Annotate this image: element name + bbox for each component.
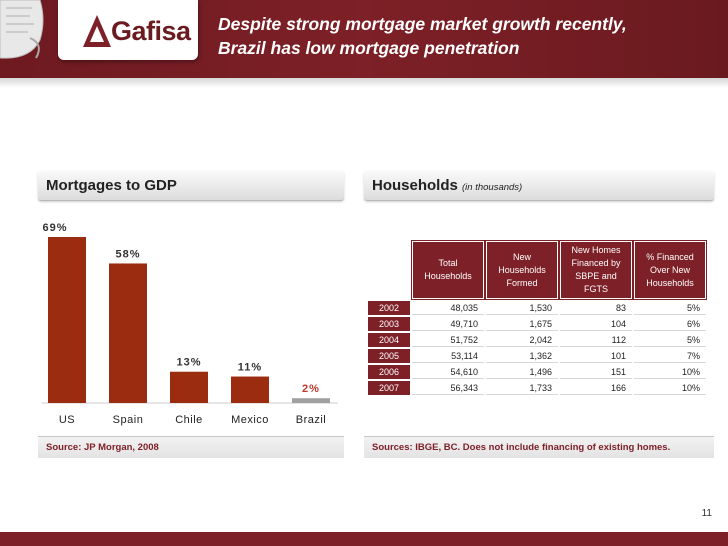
right-panel-header: Households (in thousands)	[364, 171, 714, 201]
header-shadow	[0, 78, 728, 88]
bar-chile	[170, 371, 208, 403]
cell-new: 1,530	[486, 301, 558, 315]
gafisa-logo-icon	[83, 15, 111, 47]
cell-new: 2,042	[486, 333, 558, 347]
data-label-mexico: 11%	[238, 362, 262, 374]
cell-pct: 7%	[634, 349, 706, 363]
category-label-spain: Spain	[113, 414, 144, 426]
bar-brazil	[292, 398, 330, 403]
table-header-row: Total Households New Households Formed N…	[368, 241, 706, 299]
category-label-us: US	[59, 414, 75, 426]
row-year: 2002	[368, 301, 410, 315]
table-row: 2004 51,752 2,042 112 5%	[368, 333, 706, 347]
households-table: Total Households New Households Formed N…	[366, 239, 708, 397]
right-panel-subtitle: (in thousands)	[462, 182, 523, 193]
cell-pct: 6%	[634, 317, 706, 331]
right-source-note: Sources: IBGE, BC. Does not include fina…	[364, 436, 714, 458]
bar-spain	[109, 263, 147, 403]
cell-financed: 151	[560, 365, 632, 379]
left-panel-header: Mortgages to GDP	[38, 171, 344, 201]
data-label-brazil: 2%	[302, 383, 320, 395]
row-year: 2005	[368, 349, 410, 363]
data-label-us: 69%	[42, 222, 67, 234]
cell-total: 48,035	[412, 301, 484, 315]
right-panel-title-wrap: Households (in thousands)	[372, 177, 522, 194]
row-year: 2003	[368, 317, 410, 331]
data-label-chile: 13%	[176, 357, 201, 369]
mortgages-bar-chart: 69% US 58% Spain 13% Chile 11% Mexico 2% Brazil	[42, 222, 338, 426]
left-source-note: Source: JP Morgan, 2008	[38, 436, 344, 458]
cell-new: 1,496	[486, 365, 558, 379]
cell-total: 49,710	[412, 317, 484, 331]
logo-text: Gafisa	[111, 16, 191, 46]
logo: Gafisa	[58, 0, 198, 60]
cell-financed: 104	[560, 317, 632, 331]
table-row: 2006 54,610 1,496 151 10%	[368, 365, 706, 379]
cell-financed: 101	[560, 349, 632, 363]
cell-total: 54,610	[412, 365, 484, 379]
title-line-1: Despite strong mortgage market growth re…	[218, 14, 627, 34]
bar-us	[48, 237, 86, 403]
cell-pct: 5%	[634, 333, 706, 347]
cell-new: 1,733	[486, 381, 558, 395]
table-row: 2005 53,114 1,362 101 7%	[368, 349, 706, 363]
col-new-homes-financed: New Homes Financed by SBPE and FGTS	[560, 241, 632, 299]
page-title: Despite strong mortgage market growth re…	[218, 12, 718, 60]
col-new-households: New Households Formed	[486, 241, 558, 299]
cell-pct: 5%	[634, 301, 706, 315]
category-label-brazil: Brazil	[296, 414, 327, 426]
category-label-mexico: Mexico	[231, 414, 269, 426]
rolled-paper-graphic	[0, 0, 44, 59]
footer-band	[0, 532, 728, 546]
table-row: 2002 48,035 1,530 83 5%	[368, 301, 706, 315]
cell-total: 51,752	[412, 333, 484, 347]
cell-pct: 10%	[634, 365, 706, 379]
cell-pct: 10%	[634, 381, 706, 395]
table-row: 2007 56,343 1,733 166 10%	[368, 381, 706, 395]
right-panel-title: Households	[372, 177, 458, 194]
col-total-households: Total Households	[412, 241, 484, 299]
cell-financed: 112	[560, 333, 632, 347]
category-label-chile: Chile	[175, 414, 203, 426]
cell-financed: 166	[560, 381, 632, 395]
row-year: 2006	[368, 365, 410, 379]
left-panel-title: Mortgages to GDP	[46, 177, 177, 194]
cell-total: 56,343	[412, 381, 484, 395]
row-year: 2004	[368, 333, 410, 347]
table-corner	[368, 241, 410, 299]
page-number: 11	[701, 508, 712, 519]
row-year: 2007	[368, 381, 410, 395]
cell-financed: 83	[560, 301, 632, 315]
title-line-2: Brazil has low mortgage penetration	[218, 38, 520, 58]
table-row: 2003 49,710 1,675 104 6%	[368, 317, 706, 331]
bar-mexico	[231, 376, 269, 403]
cell-total: 53,114	[412, 349, 484, 363]
cell-new: 1,675	[486, 317, 558, 331]
data-label-spain: 58%	[115, 248, 140, 260]
col-pct-financed: % Financed Over New Households	[634, 241, 706, 299]
cell-new: 1,362	[486, 349, 558, 363]
